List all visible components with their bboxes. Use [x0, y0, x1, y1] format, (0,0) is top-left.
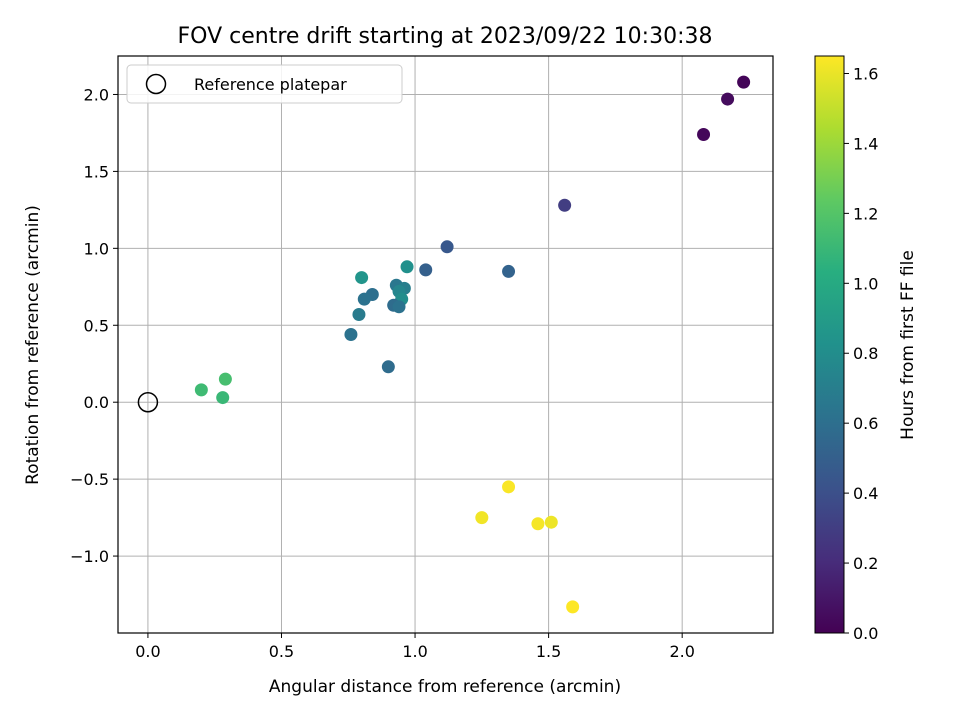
colorbar-tick-label: 1.4: [853, 134, 878, 153]
data-point: [544, 515, 558, 529]
legend-reference-marker: [145, 73, 167, 95]
x-tick-label: 1.5: [536, 642, 561, 661]
colorbar-tick-label: 0.8: [853, 344, 878, 363]
reference-marker: [137, 391, 159, 413]
grid-lines: [118, 56, 773, 633]
data-point: [392, 300, 406, 314]
data-point: [352, 307, 366, 321]
data-point: [216, 391, 230, 405]
y-tick-label: 1.5: [84, 162, 109, 181]
colorbar-tick-label: 0.4: [853, 484, 878, 503]
data-point: [440, 240, 454, 254]
x-tick-label: 1.0: [402, 642, 427, 661]
y-axis-ticks: −1.0 −0.5 0.0 0.5 1.0 1.5 2.0: [70, 85, 118, 566]
data-point: [737, 75, 751, 89]
colorbar-label: Hours from first FF file: [898, 250, 918, 440]
y-tick-label: 0.5: [84, 316, 109, 335]
plot-frame: [117, 55, 774, 634]
data-point: [697, 127, 711, 141]
colorbar-tick-label: 1.0: [853, 274, 878, 293]
reference-marker-group: [137, 391, 159, 413]
colorbar-tick-label: 1.6: [853, 64, 878, 83]
colorbar-ticks: 0.0 0.2 0.4 0.6 0.8 1.0 1.2 1.4 1.6: [844, 64, 878, 643]
data-point: [531, 517, 545, 531]
data-point: [344, 327, 358, 341]
x-tick-label: 0.0: [135, 642, 160, 661]
data-points: [194, 75, 751, 614]
colorbar-tick-label: 0.6: [853, 414, 878, 433]
data-point: [558, 198, 572, 212]
x-tick-label: 0.5: [269, 642, 294, 661]
data-point: [419, 263, 433, 277]
y-axis-label: Rotation from reference (arcmin): [23, 205, 43, 485]
data-point: [400, 260, 414, 274]
legend-reference-label: Reference platepar: [194, 75, 347, 94]
y-tick-label: −1.0: [70, 547, 109, 566]
colorbar-tick-label: 0.0: [853, 624, 878, 643]
data-point: [381, 360, 395, 374]
x-axis-ticks: 0.0 0.5 1.0 1.5 2.0: [135, 633, 695, 661]
y-tick-label: −0.5: [70, 470, 109, 489]
x-axis-label: Angular distance from reference (arcmin): [269, 677, 621, 697]
legend: Reference platepar: [126, 64, 403, 104]
colorbar: [814, 55, 845, 634]
y-tick-label: 0.0: [84, 393, 109, 412]
data-point: [566, 600, 580, 614]
data-point: [721, 92, 735, 106]
y-tick-label: 1.0: [84, 239, 109, 258]
data-point: [194, 383, 208, 397]
legend-box: [126, 64, 403, 104]
data-point: [355, 271, 369, 285]
chart-title: FOV centre drift starting at 2023/09/22 …: [178, 24, 713, 49]
x-tick-label: 2.0: [669, 642, 694, 661]
data-point: [218, 372, 232, 386]
data-point: [357, 292, 371, 306]
data-point: [502, 264, 516, 278]
data-point: [502, 480, 516, 494]
data-point: [475, 511, 489, 525]
y-tick-label: 2.0: [84, 85, 109, 104]
colorbar-tick-label: 0.2: [853, 554, 878, 573]
colorbar-tick-label: 1.2: [853, 204, 878, 223]
